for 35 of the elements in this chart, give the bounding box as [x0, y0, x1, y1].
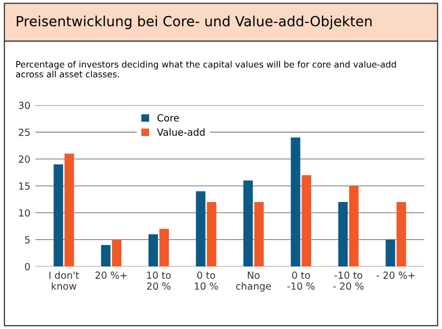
- chart-subtitle: Percentage of investors deciding what the capital values will be for core and value-add across all asset classes.: [16, 60, 396, 78]
- x-tick-label: 0 to -10 %: [287, 272, 315, 290]
- bar: [338, 202, 348, 266]
- bar: [112, 240, 122, 266]
- bar: [148, 234, 158, 266]
- bar: [206, 202, 216, 266]
- bar: [243, 180, 253, 266]
- x-tick-label: 20 %+: [96, 272, 127, 279]
- chart-title: Preisentwicklung bei Core- und Value-add-Objekten: [16, 16, 372, 30]
- x-tick-label: -10 to - 20 %: [333, 272, 364, 290]
- y-tick-label: 30: [18, 102, 30, 110]
- y-tick-label: 0: [24, 262, 30, 270]
- y-tick-label: 10: [19, 209, 30, 217]
- bar: [64, 154, 74, 266]
- y-tick-label: 25: [18, 128, 30, 136]
- bar: [349, 186, 359, 266]
- bar: [54, 164, 64, 266]
- y-tick-label: 15: [19, 182, 30, 190]
- x-tick-label: No change: [236, 272, 271, 292]
- bar: [290, 138, 300, 266]
- legend-label: Core: [157, 114, 179, 122]
- bar: [254, 202, 264, 266]
- y-tick-label: 5: [25, 236, 30, 244]
- bar: [302, 175, 312, 266]
- bar: [159, 228, 169, 266]
- bar: [396, 202, 406, 266]
- x-tick-label: 0 to 10 %: [194, 272, 218, 290]
- legend-label: Value-add: [156, 128, 205, 136]
- bar: [101, 244, 111, 266]
- x-tick-label: 10 to 20 %: [147, 272, 171, 290]
- x-tick-label: - 20 %+: [376, 272, 415, 279]
- y-tick-label: 20: [18, 155, 30, 163]
- bar: [386, 240, 396, 266]
- bar: [196, 191, 206, 266]
- x-tick-label: I don't know: [49, 271, 79, 290]
